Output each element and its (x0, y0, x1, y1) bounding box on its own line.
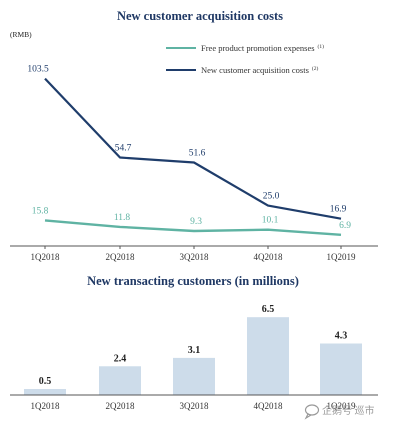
bar-x-tick-label: 3Q2018 (180, 401, 209, 411)
data-label-promotion: 9.3 (190, 217, 202, 227)
watermark-text: 企鹅号 巡市 (322, 404, 375, 417)
bar (173, 357, 215, 395)
line-data-labels: 15.8 11.8 9.3 10.1 6.9 103.5 54.7 51.6 25.0 16.9 (27, 65, 351, 231)
data-label-acquisition: 16.9 (330, 205, 347, 215)
line-chart: New customer acquisition costs (RMB) Fre… (10, 9, 378, 262)
bar-value-label: 3.1 (188, 345, 201, 356)
bar-x-tick-label: 1Q2019 (327, 401, 356, 411)
data-label-promotion: 11.8 (114, 213, 131, 223)
data-label-acquisition: 51.6 (189, 149, 206, 159)
line-series-layer (44, 77, 342, 236)
bar-value-label: 6.5 (262, 304, 275, 315)
series-line-promotion (44, 219, 342, 236)
bar (99, 366, 141, 395)
line-chart-title: New customer acquisition costs (117, 9, 283, 23)
watermark: 企鹅号 巡市 (304, 404, 375, 420)
legend-label-acquisition: New customer acquisition costs (2) (201, 65, 318, 75)
unit-label: (RMB) (10, 30, 32, 39)
series-line-acquisition (44, 77, 342, 220)
data-label-acquisition: 54.7 (115, 144, 132, 154)
chat-bubble-icon (304, 404, 320, 420)
bar (24, 389, 66, 395)
bar (247, 317, 289, 395)
bar-x-tick-label: 2Q2018 (106, 401, 135, 411)
bar-x-ticks: 1Q2018 2Q2018 3Q2018 4Q2018 1Q2019 (31, 401, 356, 411)
bar-x-tick-label: 4Q2018 (254, 401, 283, 411)
line-x-tick-label: 2Q2018 (106, 252, 135, 262)
bar-value-label: 4.3 (335, 331, 348, 342)
legend-item-promotion: Free product promotion expenses (1) (166, 43, 324, 53)
bar (320, 343, 362, 395)
legend-item-acquisition: New customer acquisition costs (2) (166, 65, 318, 75)
line-x-tick-label: 4Q2018 (254, 252, 283, 262)
line-x-tick-label: 3Q2018 (180, 252, 209, 262)
data-label-acquisition: 103.5 (27, 65, 49, 75)
bar-value-label: 2.4 (114, 353, 127, 364)
data-label-promotion: 6.9 (339, 221, 351, 231)
data-label-promotion: 15.8 (32, 206, 49, 216)
bar-x-tick-label: 1Q2018 (31, 401, 60, 411)
line-x-ticks: 1Q2018 2Q2018 3Q2018 4Q2018 1Q2019 (31, 246, 356, 262)
bar-chart: New transacting customers (in millions) … (10, 274, 378, 411)
line-x-tick-label: 1Q2018 (31, 252, 60, 262)
bar-value-label: 0.5 (39, 376, 52, 387)
legend: Free product promotion expenses (1) New c… (166, 43, 324, 75)
bar-layer: 0.5 2.4 3.1 6.5 4.3 (24, 304, 362, 395)
data-label-promotion: 10.1 (262, 216, 279, 226)
legend-label-promotion: Free product promotion expenses (1) (201, 43, 324, 53)
bar-chart-title: New transacting customers (in millions) (87, 274, 299, 288)
data-label-acquisition: 25.0 (263, 192, 280, 202)
line-x-tick-label: 1Q2019 (327, 252, 356, 262)
